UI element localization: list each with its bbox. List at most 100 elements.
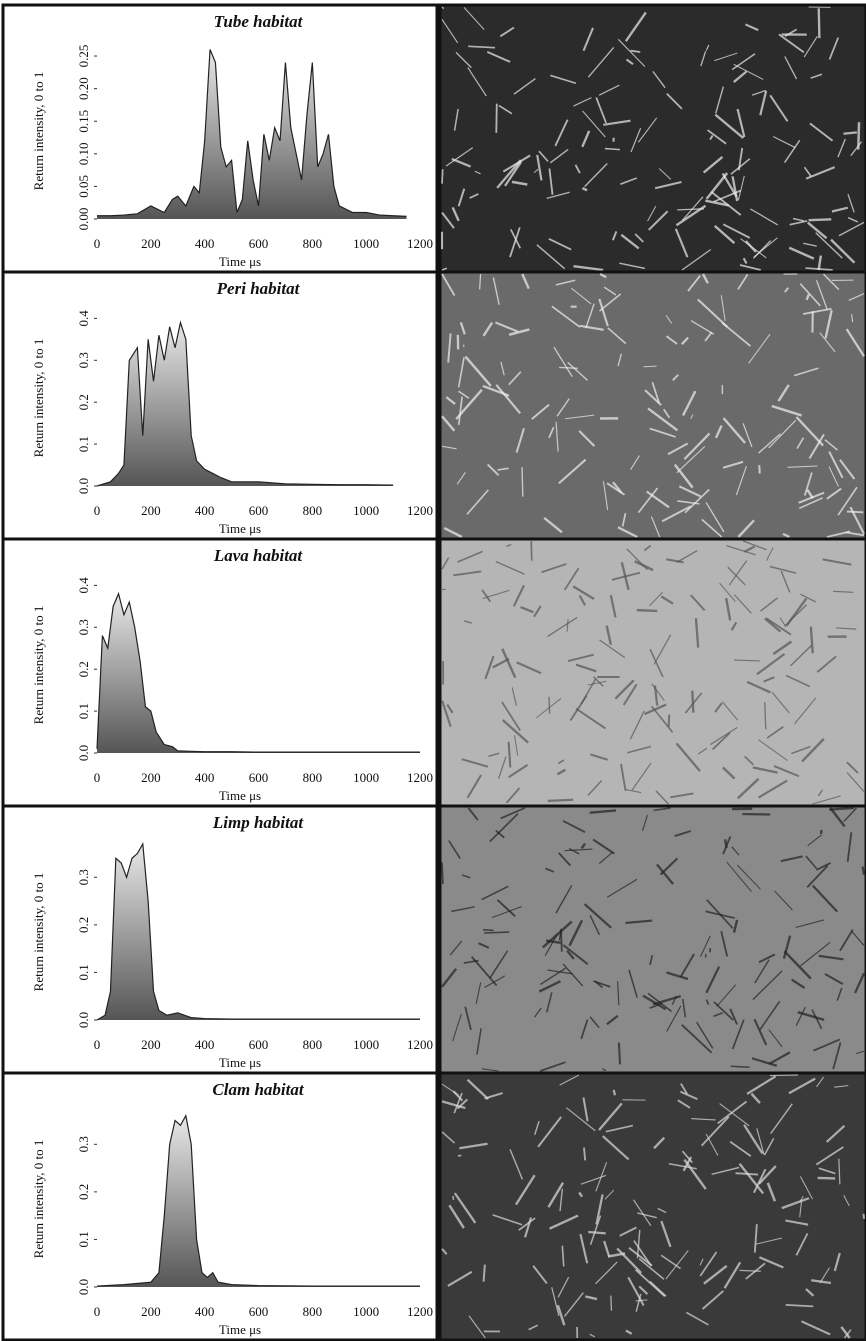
- x-tick-label: 600: [249, 236, 269, 251]
- photo-texture: [559, 1074, 580, 1086]
- photo-texture: [743, 1124, 764, 1155]
- photo-texture: [617, 526, 638, 539]
- y-tick-label: 0.0: [76, 1012, 91, 1028]
- photo-texture: [453, 1092, 463, 1114]
- photo-texture: [723, 839, 728, 849]
- photo-texture: [466, 774, 482, 799]
- photo-texture: [571, 287, 592, 305]
- photo-texture: [713, 224, 736, 245]
- photo-texture: [782, 532, 790, 538]
- photo-texture: [509, 1149, 524, 1180]
- photo-texture: [764, 702, 767, 730]
- photo-texture: [564, 848, 593, 852]
- photo-texture: [560, 929, 563, 952]
- photo-texture: [704, 954, 707, 958]
- photo-texture: [598, 1102, 623, 1131]
- photo-texture: [655, 790, 669, 805]
- photo-texture: [690, 414, 694, 419]
- photo-texture: [580, 1019, 589, 1040]
- photo-texture: [798, 497, 824, 510]
- photo-texture: [713, 1011, 723, 1018]
- photo-texture: [668, 1163, 697, 1170]
- photo-texture: [721, 701, 739, 721]
- photo-texture: [481, 1068, 499, 1072]
- photo-texture: [643, 365, 657, 368]
- photo-texture: [448, 840, 461, 859]
- photo-texture: [787, 465, 818, 468]
- photo-texture: [575, 663, 597, 673]
- photo-texture: [630, 455, 640, 471]
- photo-texture: [700, 50, 707, 67]
- photo-texture: [837, 138, 846, 158]
- photo-texture: [731, 176, 739, 202]
- photo-texture: [514, 1174, 536, 1206]
- photo-texture: [492, 905, 522, 919]
- photo-texture: [788, 246, 815, 260]
- photo-texture: [856, 1050, 865, 1055]
- photo-texture: [501, 701, 521, 732]
- photo-texture: [441, 415, 456, 432]
- photo-texture: [766, 726, 784, 739]
- photo-texture: [534, 1007, 542, 1018]
- y-tick-label: 0.3: [76, 1136, 91, 1152]
- photo-texture: [701, 273, 709, 284]
- photo-texture: [705, 502, 725, 533]
- photo-texture: [839, 459, 856, 480]
- photo-texture: [554, 119, 569, 147]
- photo-texture: [463, 620, 473, 624]
- photo-texture: [567, 653, 594, 663]
- y-axis-label: Return intensity, 0 to 1: [31, 1140, 46, 1259]
- y-tick-label: 0.3: [76, 619, 91, 635]
- photo-texture: [541, 920, 573, 949]
- y-tick-label: 0.1: [76, 703, 91, 719]
- photo-texture: [800, 941, 831, 967]
- photo-texture: [441, 211, 455, 229]
- photo-texture: [441, 968, 458, 988]
- photo-texture: [556, 1304, 566, 1326]
- chart-title: Clam habitat: [212, 1080, 304, 1099]
- photo-texture: [593, 676, 604, 687]
- photo-texture: [592, 838, 615, 855]
- photo-texture: [573, 97, 592, 107]
- photo-texture: [540, 1061, 566, 1072]
- photo-texture: [819, 1267, 830, 1284]
- x-tick-label: 800: [303, 770, 323, 785]
- photo-texture: [771, 691, 790, 714]
- photo-texture: [707, 129, 727, 145]
- photo-texture: [765, 617, 792, 636]
- x-tick-label: 0: [94, 1304, 101, 1319]
- y-tick-label: 0.0: [76, 745, 91, 761]
- photo-texture: [789, 644, 813, 667]
- x-tick-label: 1200: [407, 770, 433, 785]
- photo-texture: [579, 1233, 589, 1264]
- photo-texture: [722, 223, 751, 239]
- photo-texture: [796, 437, 805, 450]
- photo-texture: [568, 847, 580, 855]
- photo-texture: [555, 885, 573, 914]
- x-tick-label: 200: [141, 503, 161, 518]
- photo-texture: [595, 1261, 618, 1285]
- photo-texture: [461, 874, 471, 879]
- photo-texture: [651, 382, 660, 404]
- photo-texture: [617, 38, 646, 68]
- photo-texture: [803, 166, 812, 177]
- photo-texture: [603, 286, 617, 296]
- photo-texture: [733, 594, 752, 614]
- photo-texture: [784, 287, 789, 293]
- photo-texture: [456, 472, 466, 485]
- photo-texture: [746, 1075, 777, 1095]
- photo-texture: [732, 919, 739, 933]
- photo-texture: [557, 1276, 570, 1298]
- photo-texture: [737, 519, 755, 538]
- photo-texture: [538, 980, 562, 993]
- x-tick-label: 200: [141, 1304, 161, 1319]
- photo-texture: [685, 1311, 709, 1326]
- photo-texture: [737, 273, 749, 290]
- x-tick-label: 1200: [407, 1304, 433, 1319]
- photo-texture: [482, 321, 494, 337]
- photo-texture: [521, 467, 524, 497]
- photo-texture: [681, 1024, 713, 1054]
- photo-texture: [803, 242, 817, 247]
- photo-texture: [482, 1264, 486, 1282]
- x-tick-label: 800: [303, 1037, 323, 1052]
